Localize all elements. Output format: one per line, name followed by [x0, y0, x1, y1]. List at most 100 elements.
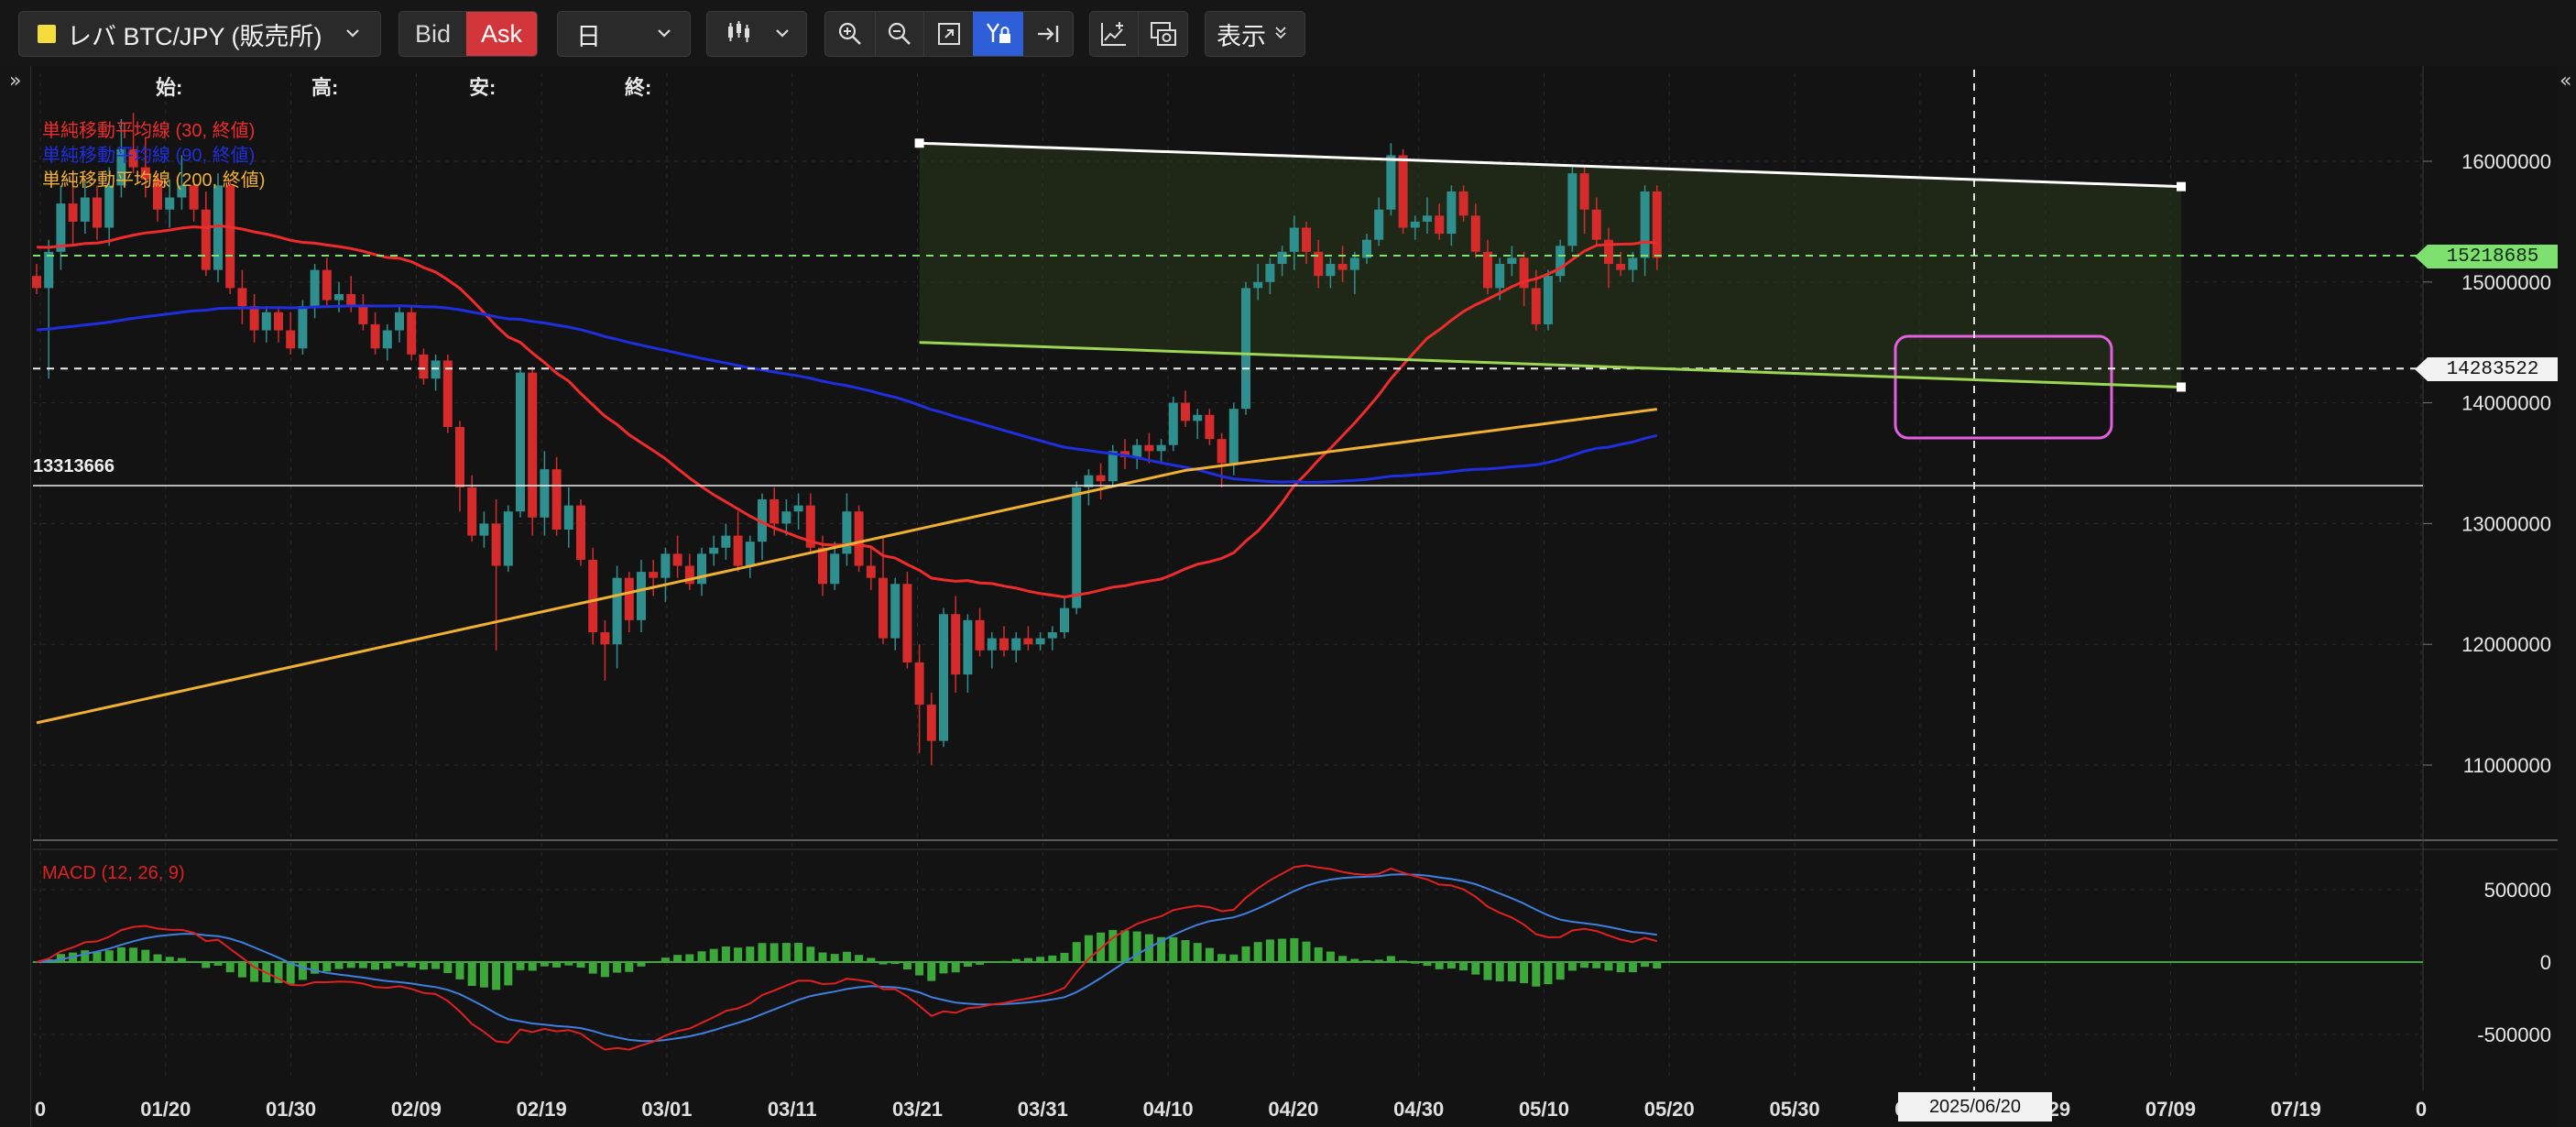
zoom-in-button[interactable]: [825, 12, 875, 56]
macd-histogram-bar: [818, 952, 827, 962]
candle-body: [1616, 264, 1626, 270]
candle-body: [600, 632, 610, 645]
x-tick-label: 01/30: [266, 1098, 316, 1121]
macd-histogram-bar: [286, 962, 295, 984]
candle-body: [926, 705, 936, 741]
macd-histogram-bar: [613, 962, 622, 973]
macd-histogram-bar: [1435, 962, 1444, 969]
macd-histogram-bar: [1157, 936, 1166, 962]
bid-button[interactable]: Bid: [415, 19, 452, 48]
candle-body: [1168, 402, 1178, 445]
macd-histogram-bar: [141, 949, 150, 962]
candle-body: [1544, 276, 1553, 324]
collapse-right-icon[interactable]: «: [2560, 70, 2572, 93]
candle-body: [431, 360, 441, 379]
x-tick-label: 03/21: [892, 1098, 943, 1121]
divider: [874, 12, 876, 56]
fit-button[interactable]: [924, 12, 973, 56]
x-tick-label: 07/09: [2145, 1098, 2196, 1121]
macd-line: [36, 864, 1658, 1051]
symbol-selector[interactable]: レバ BTC/JPY (販売所): [18, 11, 381, 57]
jump-latest-button[interactable]: [1023, 12, 1073, 56]
candle-body: [649, 572, 659, 578]
candle-body: [1217, 439, 1227, 464]
macd-histogram-bar: [419, 962, 428, 970]
candle-body: [153, 179, 162, 210]
macd-histogram-bar: [177, 957, 186, 962]
symbol-color-swatch: [38, 25, 56, 43]
candle-body: [455, 426, 464, 487]
macd-histogram-bar: [794, 943, 803, 962]
macd-histogram-bar: [1338, 956, 1348, 962]
candle-body: [1023, 638, 1033, 645]
chevron-down-icon: [344, 24, 362, 47]
candle-body: [274, 312, 283, 331]
macd-histogram-bar: [746, 946, 755, 962]
candle-body: [467, 487, 477, 536]
macd-histogram-bar: [1362, 959, 1371, 962]
x-tick-label: 03/31: [1018, 1098, 1068, 1121]
chart-type-selector[interactable]: [706, 11, 807, 57]
candle-body: [56, 203, 66, 252]
y-tick-label: 11000000: [2463, 754, 2551, 777]
macd-histogram-bar: [976, 962, 985, 965]
macd-histogram-bar: [274, 962, 283, 983]
add-indicator-button[interactable]: [1090, 12, 1138, 56]
screenshot-icon: [1150, 22, 1176, 46]
view-tools-group: [824, 11, 1074, 57]
trend-line-upper: [919, 141, 2182, 189]
candle-body: [1398, 155, 1408, 228]
ohlc-open-label: 始:: [156, 76, 183, 99]
candle-body: [745, 542, 755, 566]
trend-line-lower: [919, 341, 2182, 388]
candle-body: [213, 185, 223, 270]
macd-histogram-bar: [1532, 962, 1541, 987]
display-menu[interactable]: 表示: [1205, 11, 1305, 57]
candlesticks: [32, 113, 1662, 765]
ask-button[interactable]: Ask: [466, 12, 537, 56]
candle-body: [999, 638, 1009, 651]
candle-body: [830, 553, 840, 585]
candle-body: [1265, 264, 1275, 282]
macd-histogram-bar: [1446, 962, 1456, 969]
macd-histogram-bar: [963, 962, 972, 968]
candle-body: [1423, 215, 1432, 222]
candle-body: [1483, 251, 1492, 289]
channel-zone: [919, 143, 2181, 388]
candle-body: [104, 185, 115, 228]
macd-histogram-bar: [1567, 962, 1577, 971]
candle-body: [1507, 257, 1517, 265]
macd-histogram-bar: [927, 962, 936, 981]
macd-panel: [32, 864, 2423, 1051]
timeframe-label: 日: [576, 22, 601, 50]
screenshot-button[interactable]: [1139, 12, 1187, 56]
macd-histogram-bar: [250, 962, 259, 982]
macd-histogram-bar: [842, 951, 851, 962]
white-dash-price-tag: 14283522: [2415, 357, 2558, 381]
y-lock-icon: [986, 23, 1010, 43]
expand-left-icon[interactable]: »: [9, 70, 22, 93]
macd-histogram-bar: [1471, 962, 1480, 975]
candle-body: [407, 312, 417, 355]
candle-body: [1011, 638, 1021, 651]
macd-histogram-bar: [781, 943, 791, 962]
divider: [1138, 12, 1139, 56]
macd-histogram-bar: [334, 962, 344, 969]
zoom-out-button[interactable]: [876, 12, 924, 56]
macd-histogram-bar: [346, 962, 355, 968]
candle-body: [249, 306, 259, 331]
candle-body: [1132, 444, 1142, 457]
trend-handle: [2177, 181, 2186, 191]
y-lock-button[interactable]: [972, 12, 1024, 56]
macd-histogram-bar: [890, 962, 900, 965]
sma200-line: [36, 408, 1657, 725]
timeframe-selector[interactable]: 日: [557, 11, 691, 57]
candle-body: [842, 511, 852, 554]
candle-body: [879, 577, 888, 639]
candle-body: [395, 312, 404, 331]
macd-histogram-bar: [431, 962, 441, 969]
candle-body: [1181, 402, 1190, 421]
y-tick-label: 14000000: [2461, 392, 2551, 415]
candle-body: [612, 577, 622, 645]
